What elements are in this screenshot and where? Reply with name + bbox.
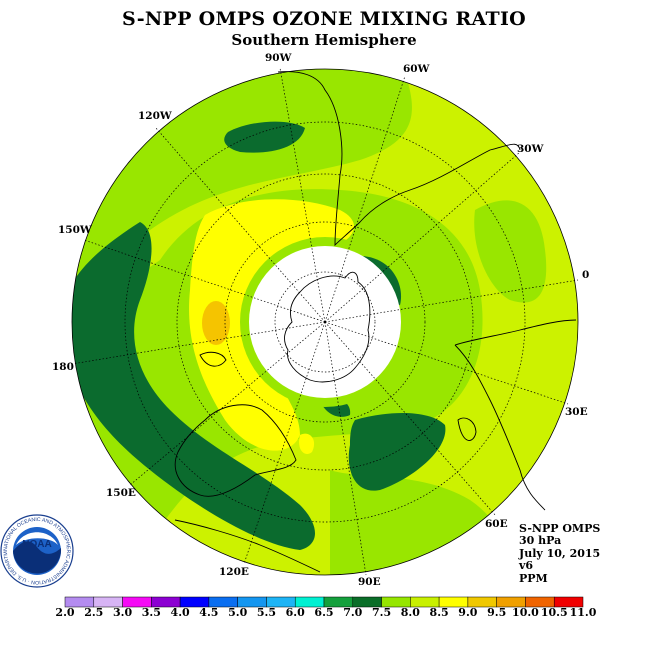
colorbar-label: 8.0 <box>400 606 420 619</box>
longitude-labels: 90W 60W 30W 0 30E 60E 90E 120E 150E 180 … <box>52 52 589 588</box>
lon-label-30e: 30E <box>565 406 588 418</box>
ozone-field-7.5 <box>474 200 547 303</box>
info-block: S-NPP OMPS 30 hPa July 10, 2015 v6 PPM <box>519 522 601 585</box>
colorbar-label: 9.0 <box>458 606 478 619</box>
africa-coast <box>454 319 577 511</box>
noaa-logo: NOAA NATIONAL OCEANIC AND ATMOSPHERIC AD… <box>0 0 74 588</box>
ozone-field-8.5 <box>189 199 355 451</box>
colorbar-label: 7.5 <box>371 606 392 619</box>
lon-label-60w: 60W <box>403 63 430 75</box>
lon-label-180: 180 <box>52 361 74 373</box>
australia-coast <box>174 404 297 497</box>
ozone-field-9.0 <box>202 301 230 345</box>
colorbar-label: 6.0 <box>285 606 305 619</box>
lon-label-30w: 30W <box>517 143 544 155</box>
colorbar-label: 5.5 <box>256 606 277 619</box>
antarctica-coast <box>284 271 371 383</box>
colorbar-label: 9.5 <box>487 606 507 619</box>
colorbar-label: 3.0 <box>112 606 133 619</box>
lon-label-150w: 150W <box>58 224 92 236</box>
lon-label-120e: 120E <box>219 566 249 578</box>
colorbar-label: 2.5 <box>84 606 104 619</box>
coastlines <box>174 71 577 573</box>
colorbar-label: 4.0 <box>170 606 190 619</box>
new-zealand-coast <box>199 351 227 367</box>
madagascar-coast <box>457 417 477 441</box>
colorbar-label: 3.5 <box>141 606 161 619</box>
lon-label-90w: 90W <box>265 52 292 64</box>
svg-text:NATIONAL OCEANIC AND ATMOSPHER: NATIONAL OCEANIC AND ATMOSPHERIC ADMINIS… <box>0 0 71 585</box>
info-instrument: S-NPP OMPS <box>519 522 601 535</box>
colorbar-label: 10.5 <box>540 606 568 619</box>
map-title: S-NPP OMPS OZONE MIXING RATIO <box>121 8 527 30</box>
lon-label-120w: 120W <box>138 110 172 122</box>
ozone-field-7.0 <box>72 222 315 550</box>
lon-label-150e: 150E <box>106 487 136 499</box>
colorbar-label: 5.0 <box>228 606 248 619</box>
map-subtitle: Southern Hemisphere <box>231 31 417 49</box>
colorbar-label: 4.5 <box>199 606 219 619</box>
south-america-coast <box>277 71 521 247</box>
lon-label-90e: 90E <box>358 576 381 588</box>
indonesia-coast <box>174 519 321 573</box>
info-units: PPM <box>519 571 548 585</box>
ozone-field-7.0 <box>348 413 446 491</box>
lon-label-60e: 60E <box>485 518 508 530</box>
colorbar-label: 8.5 <box>429 606 449 619</box>
noaa-ring-text: NATIONAL OCEANIC AND ATMOSPHERIC ADMINIS… <box>0 0 71 585</box>
ozone-field-7.0 <box>224 121 305 153</box>
colorbar-labels: 2.0 2.5 3.0 3.5 4.0 4.5 5.0 5.5 6.0 6.5 7.0 7.5 8.0 8… <box>0 606 648 620</box>
colorbar-label: 11.0 <box>569 606 597 619</box>
info-level: 30 hPa <box>519 534 562 548</box>
colorbar-label: 7.0 <box>343 606 363 619</box>
colorbar-label: 2.0 <box>55 606 75 619</box>
colorbar-swatch <box>553 596 584 608</box>
colorbar-label: 6.5 <box>314 606 334 619</box>
colorbar <box>64 596 584 608</box>
lon-label-0: 0 <box>582 269 589 281</box>
colorbar-label: 10.0 <box>512 606 539 619</box>
info-version: v6 <box>519 559 534 573</box>
info-date: July 10, 2015 <box>519 546 601 560</box>
ozone-field-8.5 <box>299 433 315 455</box>
noaa-logo-text: NOAA <box>22 539 51 550</box>
map-border <box>71 68 579 576</box>
